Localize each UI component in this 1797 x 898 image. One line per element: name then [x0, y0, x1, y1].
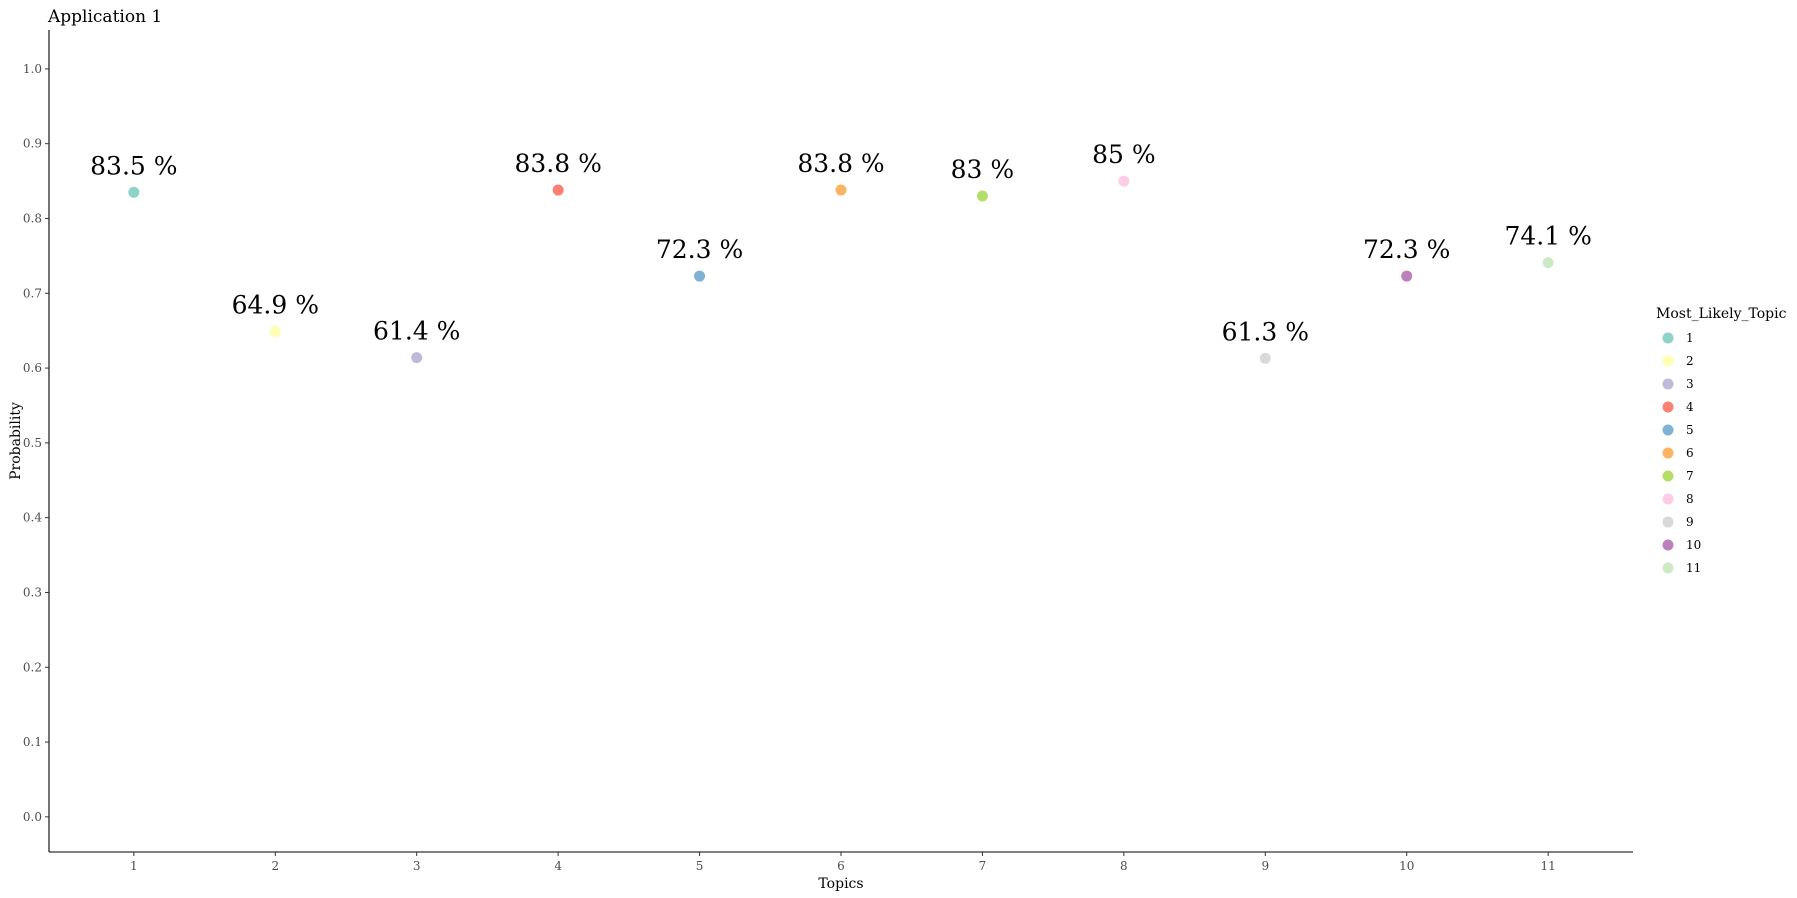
legend-label-3: 3	[1686, 377, 1694, 391]
data-labels: 83.5 % 64.9 % 61.4 % 83.8 % 72.3 % 83.8 % 83 %…	[90, 140, 1592, 346]
x-axis-title: Topics	[818, 876, 863, 892]
data-point-5	[694, 270, 706, 282]
y-tick-label: 0.0	[23, 810, 42, 824]
data-label-6: 83.8 %	[797, 149, 884, 178]
x-tick-label: 6	[837, 859, 845, 873]
data-point-4	[552, 184, 564, 196]
data-point-2	[269, 325, 281, 337]
data-label-3: 61.4 %	[373, 317, 460, 346]
data-label-8: 85 %	[1092, 140, 1156, 169]
data-label-2: 64.9 %	[232, 290, 319, 319]
data-point-7	[976, 190, 988, 202]
data-points	[128, 175, 1554, 364]
legend-key-10	[1662, 539, 1674, 551]
legend-label-6: 6	[1686, 446, 1694, 460]
x-tick-label: 8	[1120, 859, 1128, 873]
y-ticks: 0.0 0.1 0.2 0.3 0.4 0.5 0.6 0.7 0.8 0.9 1.0	[23, 62, 49, 824]
x-ticks: 1 2 3 4 5 6 7 8 9 10 11	[130, 852, 1556, 873]
legend-label-2: 2	[1686, 354, 1694, 368]
data-point-10	[1401, 270, 1413, 282]
y-axis-title: Probability	[8, 402, 24, 480]
y-tick-label: 0.8	[23, 211, 42, 225]
legend-key-5	[1662, 424, 1674, 436]
legend-label-11: 11	[1686, 561, 1701, 575]
x-tick-label: 3	[413, 859, 421, 873]
data-label-1: 83.5 %	[90, 151, 177, 180]
data-point-8	[1118, 175, 1130, 187]
y-tick-label: 0.1	[23, 735, 42, 749]
legend-key-4	[1662, 401, 1674, 413]
legend-key-3	[1662, 378, 1674, 390]
x-tick-label: 10	[1399, 859, 1414, 873]
x-tick-label: 7	[979, 859, 987, 873]
legend-label-5: 5	[1686, 423, 1694, 437]
legend-label-4: 4	[1686, 400, 1694, 414]
data-label-10: 72.3 %	[1363, 235, 1450, 264]
x-tick-label: 2	[271, 859, 279, 873]
chart-title: Application 1	[47, 7, 162, 27]
data-label-7: 83 %	[951, 155, 1015, 184]
data-label-5: 72.3 %	[656, 235, 743, 264]
legend-key-8	[1662, 493, 1674, 505]
y-tick-label: 0.6	[23, 361, 42, 375]
data-point-9	[1259, 352, 1271, 364]
y-tick-label: 0.7	[23, 286, 42, 300]
data-label-11: 74.1 %	[1504, 222, 1591, 251]
y-tick-label: 0.3	[23, 585, 42, 599]
legend-title: Most_Likely_Topic	[1656, 306, 1787, 322]
legend-key-2	[1662, 355, 1674, 367]
legend-entries: 1 2 3 4 5 6 7 8 9 10 11	[1662, 331, 1701, 575]
data-label-9: 61.3 %	[1222, 317, 1309, 346]
data-point-6	[835, 184, 847, 196]
y-tick-label: 0.4	[23, 511, 42, 525]
legend-label-9: 9	[1686, 515, 1694, 529]
legend-key-11	[1662, 562, 1674, 574]
y-tick-label: 1.0	[23, 62, 42, 76]
x-tick-label: 4	[554, 859, 562, 873]
legend-label-10: 10	[1686, 538, 1701, 552]
y-tick-label: 0.9	[23, 137, 42, 151]
data-point-11	[1542, 257, 1554, 269]
legend-label-1: 1	[1686, 331, 1694, 345]
legend-key-6	[1662, 447, 1674, 459]
data-point-3	[411, 352, 423, 364]
x-tick-label: 5	[696, 859, 704, 873]
legend: Most_Likely_Topic 1 2 3 4 5 6 7 8 9 10 11	[1656, 306, 1787, 575]
x-tick-label: 11	[1541, 859, 1556, 873]
legend-key-9	[1662, 516, 1674, 528]
data-point-1	[128, 186, 140, 198]
legend-key-7	[1662, 470, 1674, 482]
data-label-4: 83.8 %	[514, 149, 601, 178]
y-tick-label: 0.2	[23, 660, 42, 674]
x-tick-label: 9	[1261, 859, 1269, 873]
x-tick-label: 1	[130, 859, 138, 873]
legend-label-8: 8	[1686, 492, 1694, 506]
legend-key-1	[1662, 332, 1674, 344]
y-tick-label: 0.5	[23, 436, 42, 450]
legend-label-7: 7	[1686, 469, 1694, 483]
